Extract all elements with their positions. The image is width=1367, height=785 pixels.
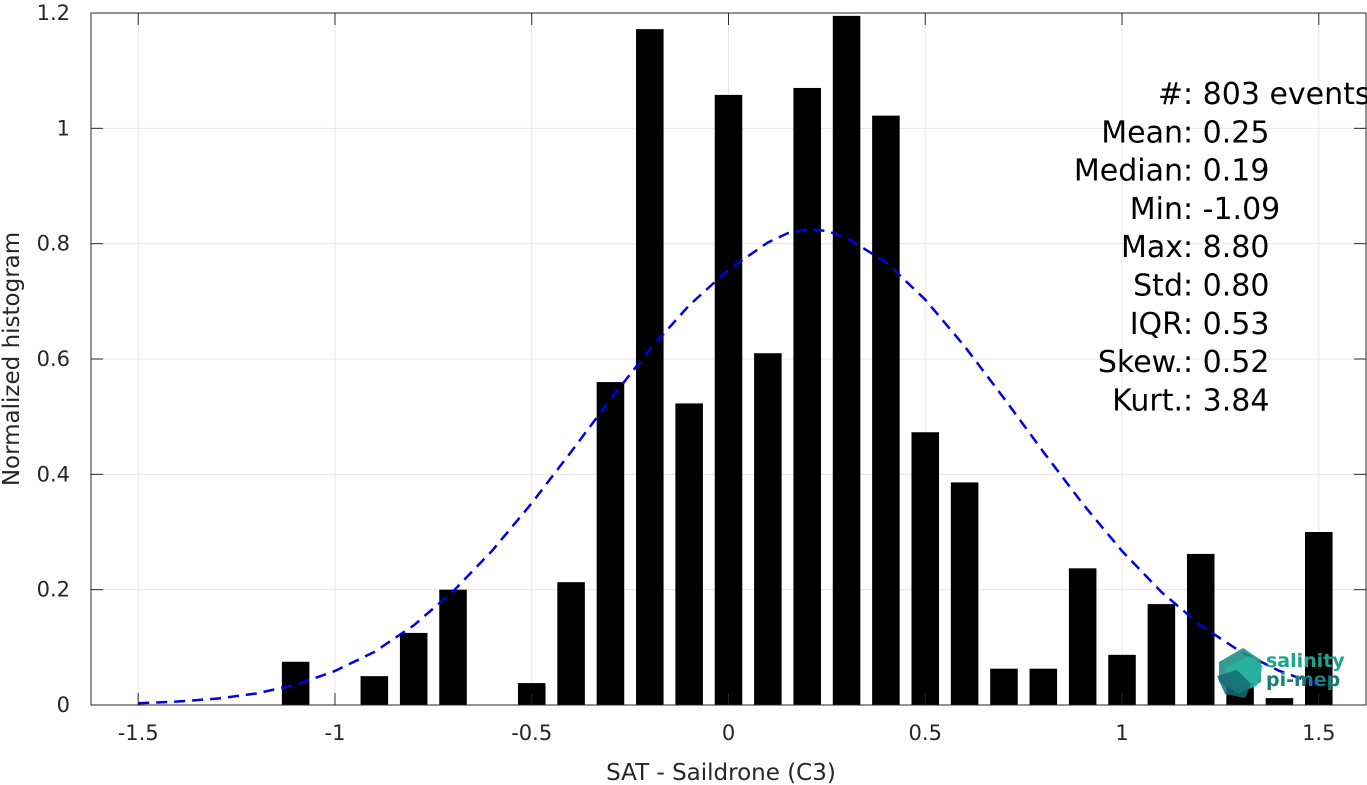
histogram-bars (281, 15, 1333, 706)
histogram-bar-2 (399, 632, 428, 705)
y-tick-label-3: 0.6 (37, 347, 70, 371)
histogram-bar-9 (714, 94, 743, 706)
y-tick-label-1: 0.2 (37, 578, 70, 602)
salinity-pimep-logo: salinity pi-mep (1217, 648, 1345, 698)
y-axis-label: Normalized histogram (0, 232, 25, 486)
histogram-bar-0 (281, 661, 310, 705)
histogram-bar-10 (754, 353, 782, 705)
stat-label-1: Mean (1101, 115, 1183, 150)
y-tick-label-5: 1 (57, 116, 70, 140)
x-tick-label-0: -1.5 (118, 721, 159, 745)
stat-label-4: Max (1121, 230, 1183, 265)
stat-label-2: Median (1074, 154, 1183, 189)
stat-label-5: Std (1133, 269, 1183, 304)
x-tick-label-5: 1 (1115, 721, 1128, 745)
histogram-bar-11 (793, 87, 821, 705)
x-tick-label-6: 1.5 (1302, 721, 1335, 745)
histogram-bar-12 (832, 15, 861, 705)
stat-value-3: : -1.09 (1183, 192, 1280, 227)
x-tick-label-1: -1 (325, 721, 346, 745)
stat-value-2: : 0.19 (1183, 154, 1269, 189)
histogram-bar-6 (596, 382, 625, 705)
histogram-bar-8 (675, 403, 703, 705)
histogram-bar-1 (360, 676, 389, 705)
axes (90, 12, 1367, 706)
y-tick-label-4: 0.8 (37, 232, 70, 256)
stat-value-6: : 0.53 (1183, 307, 1269, 342)
stat-value-0: : 803 events (1183, 77, 1367, 112)
histogram-bar-15 (950, 482, 979, 705)
histogram-bar-24 (1305, 532, 1333, 705)
histogram-bar-3 (439, 589, 467, 705)
histogram-bar-16 (990, 668, 1018, 705)
stat-value-1: : 0.25 (1183, 115, 1269, 150)
y-tick-label-6: 1.2 (37, 1, 70, 25)
x-tick-label-2: -0.5 (511, 721, 552, 745)
stat-label-6: IQR (1130, 307, 1183, 342)
stat-label-7: Skew. (1098, 345, 1183, 380)
gaussian-fit (138, 227, 1320, 705)
logo-line1: salinity (1266, 650, 1345, 672)
x-tick-label-4: 0.5 (909, 721, 942, 745)
histogram-bar-21 (1186, 553, 1215, 705)
y-tick-label-2: 0.4 (37, 462, 70, 486)
histogram-bar-20 (1147, 604, 1176, 705)
stat-value-4: : 8.80 (1183, 230, 1269, 265)
logo-mark-icon (1217, 648, 1263, 698)
stat-label-8: Kurt. (1112, 383, 1183, 418)
histogram-bar-7 (636, 29, 664, 705)
stat-value-5: : 0.80 (1183, 269, 1269, 304)
stat-value-7: : 0.52 (1183, 345, 1269, 380)
stat-label-0: # (1158, 77, 1183, 112)
x-tick-label-3: 0 (722, 721, 735, 745)
histogram-bar-13 (872, 115, 900, 705)
logo-line2: pi-mep (1266, 669, 1340, 691)
histogram-bar-14 (911, 432, 940, 705)
histogram-bar-18 (1068, 568, 1097, 705)
histogram-bar-23 (1265, 698, 1294, 705)
stat-label-3: Min (1130, 192, 1183, 227)
histogram-bar-17 (1029, 668, 1058, 705)
fit-curve-line (138, 227, 1320, 705)
tick-labels: -1.5 -1 -0.5 0 0.5 1 1.5 0 0.2 0.4 0.6 0.8 1 1.2 (37, 1, 1336, 745)
x-axis-label: SAT - Saildrone (C3) (606, 760, 836, 785)
histogram-bar-5 (557, 582, 585, 705)
y-tick-label-0: 0 (57, 693, 70, 717)
stat-value-8: : 3.84 (1183, 383, 1269, 418)
